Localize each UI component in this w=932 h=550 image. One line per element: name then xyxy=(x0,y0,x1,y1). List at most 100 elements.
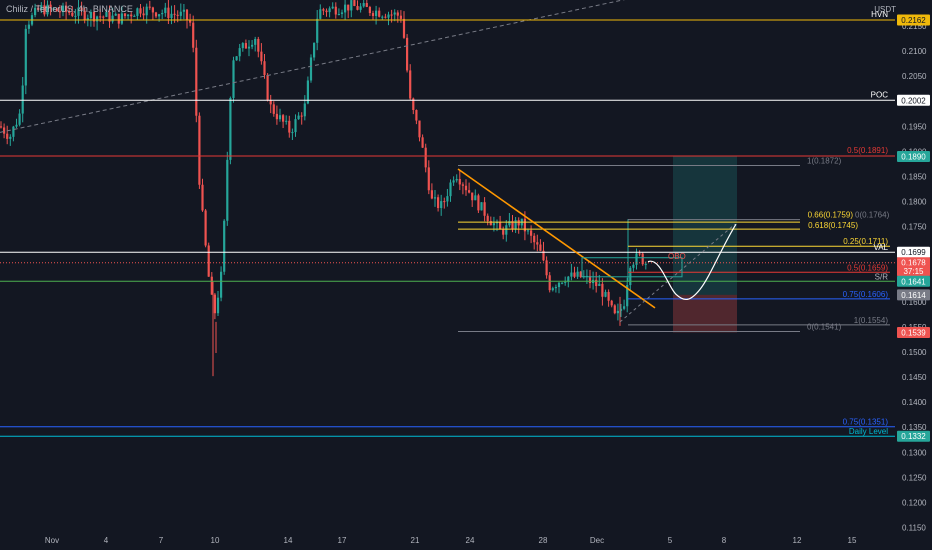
candle xyxy=(9,134,12,146)
candle xyxy=(399,10,402,23)
candle-body xyxy=(257,38,260,52)
candle xyxy=(536,234,539,252)
fib-0-bottom-label: 0(0.1541) xyxy=(807,322,842,331)
candle xyxy=(120,5,123,25)
candle-body xyxy=(269,100,272,105)
candle xyxy=(557,281,561,294)
candle-body xyxy=(365,3,368,7)
candle-body xyxy=(15,124,18,127)
candle xyxy=(309,54,313,83)
candle xyxy=(43,0,46,17)
candle-body xyxy=(340,12,344,14)
candle xyxy=(108,5,111,28)
candle xyxy=(409,64,412,101)
candle xyxy=(288,115,291,138)
candle-body xyxy=(384,16,387,18)
candle-body xyxy=(337,13,340,15)
candle xyxy=(139,3,142,18)
candle-body xyxy=(83,10,86,21)
candle xyxy=(68,7,71,16)
candle-body xyxy=(539,244,542,251)
candle xyxy=(260,43,263,65)
candle-body xyxy=(68,11,71,13)
candle xyxy=(37,4,40,12)
candle xyxy=(71,6,74,18)
candle-body xyxy=(316,18,319,43)
candle xyxy=(601,278,604,306)
candle-body xyxy=(526,230,530,232)
candle xyxy=(542,241,545,262)
price-badge-bg xyxy=(897,265,930,277)
candle-body xyxy=(12,126,15,137)
price-badge-bg xyxy=(897,94,930,106)
candle-body xyxy=(557,282,561,288)
candle-body xyxy=(145,6,148,16)
candle-body xyxy=(409,70,412,99)
candle xyxy=(340,9,344,18)
candle-body xyxy=(595,279,598,286)
candle-body xyxy=(210,276,213,295)
candle xyxy=(151,6,154,21)
candle-body xyxy=(331,6,334,9)
candle xyxy=(378,7,381,18)
candle-body xyxy=(114,13,117,16)
price-badge: 0.1890 xyxy=(901,152,926,161)
candle-body xyxy=(285,120,288,122)
candle-body xyxy=(148,6,151,8)
candle xyxy=(285,115,288,125)
candle-body xyxy=(477,195,480,211)
candle-body xyxy=(561,282,564,284)
candle-body xyxy=(34,7,37,16)
candle-body xyxy=(619,308,623,311)
candle-body xyxy=(18,113,21,125)
candle xyxy=(272,101,275,117)
fib-1-bottom-label: 1(0.1554) xyxy=(854,316,889,325)
candle xyxy=(579,271,582,279)
candle xyxy=(480,202,483,211)
candle-body xyxy=(638,253,641,255)
candle xyxy=(316,9,319,51)
candle-body xyxy=(430,190,433,199)
candle xyxy=(266,73,269,102)
candle xyxy=(446,188,449,207)
candle-body xyxy=(52,8,55,10)
candle-body xyxy=(564,281,567,283)
candle-body xyxy=(161,12,164,15)
candle-body xyxy=(412,98,415,111)
candle-body xyxy=(102,16,105,18)
candle-body xyxy=(133,15,136,17)
candle xyxy=(238,43,241,62)
candle xyxy=(74,8,77,24)
candle-body xyxy=(300,115,303,117)
fib-0-top-label: 0(0.1764) xyxy=(855,211,890,220)
candle-body xyxy=(232,60,235,98)
candle xyxy=(623,299,626,311)
range-box xyxy=(581,257,683,278)
candle xyxy=(331,2,334,10)
candle-body xyxy=(424,147,427,168)
candle-body xyxy=(220,271,223,298)
candle-body xyxy=(616,310,619,314)
candle xyxy=(52,7,55,11)
candle-body xyxy=(254,38,257,45)
candle-body xyxy=(334,6,337,15)
candle-body xyxy=(55,8,58,12)
time-tick: 5 xyxy=(668,536,673,545)
candle-body xyxy=(266,74,269,101)
price-badge: 0.1641 xyxy=(901,277,926,286)
fib-1-top-label: 1(0.1872) xyxy=(807,156,842,165)
candle-body xyxy=(185,9,189,20)
price-badge: 0.1678 xyxy=(901,259,926,268)
candle xyxy=(607,289,610,307)
time-tick: 8 xyxy=(722,536,727,545)
price-tick: 0.1800 xyxy=(902,198,927,207)
price-badge: 0.1614 xyxy=(901,291,926,300)
candle-body xyxy=(40,5,43,10)
candle xyxy=(458,170,461,191)
price-tick: 0.1750 xyxy=(902,223,927,232)
candle-body xyxy=(533,235,536,243)
candle-body xyxy=(626,285,629,307)
candle-body xyxy=(489,221,492,226)
time-tick: Dec xyxy=(590,536,604,545)
